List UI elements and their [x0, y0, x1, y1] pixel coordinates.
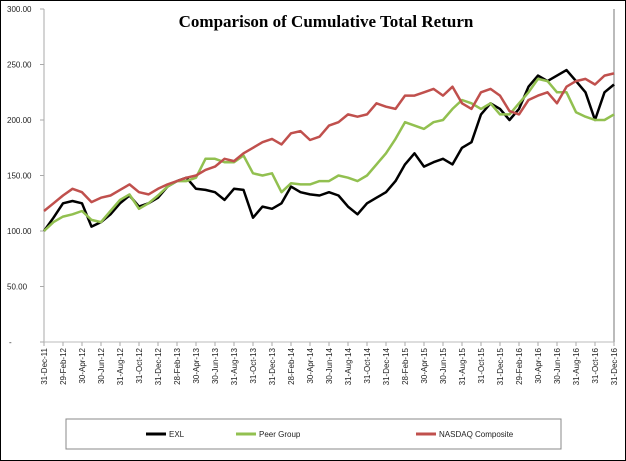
- y-tick-label: 300.00: [7, 5, 32, 14]
- x-tick-label: 30-Jun-14: [325, 347, 334, 384]
- y-tick-label: 100.00: [7, 227, 32, 236]
- x-tick-label: 31-Aug-12: [116, 347, 125, 385]
- x-tick-label: 30-Jun-15: [439, 347, 448, 384]
- legend-item: Peer Group: [236, 430, 301, 439]
- x-tick-label: 31-Oct-16: [591, 347, 600, 383]
- x-tick-label: 30-Jun-16: [553, 347, 562, 384]
- y-tick-label: -: [9, 338, 12, 347]
- x-tick-label: 28-Feb-13: [173, 347, 182, 384]
- x-tick-label: 31-Oct-12: [135, 347, 144, 383]
- y-tick-label: 250.00: [7, 61, 32, 70]
- legend-label: Peer Group: [259, 430, 301, 439]
- x-tick-label: 29-Feb-16: [515, 347, 524, 384]
- x-tick-label: 31-Dec-15: [496, 347, 505, 385]
- legend-item: NASDAQ Composite: [416, 430, 514, 439]
- x-tick-label: 30-Jun-12: [97, 347, 106, 384]
- x-tick-label: 31-Dec-16: [610, 347, 619, 385]
- legend-box: [65, 418, 562, 450]
- y-tick-label: 200.00: [7, 116, 32, 125]
- legend-item: EXL: [146, 430, 185, 439]
- x-tick-label: 31-Oct-14: [363, 347, 372, 383]
- legend-label: NASDAQ Composite: [439, 430, 514, 439]
- y-tick-label: 150.00: [7, 172, 32, 181]
- x-tick-label: 31-Aug-16: [572, 347, 581, 385]
- x-tick-label: 31-Dec-14: [382, 347, 391, 385]
- x-tick-label: 30-Apr-12: [78, 347, 87, 383]
- x-tick-label: 28-Feb-15: [401, 347, 410, 384]
- x-tick-label: 28-Feb-14: [287, 347, 296, 384]
- x-tick-label: 31-Oct-15: [477, 347, 486, 383]
- x-tick-label: 31-Dec-11: [40, 347, 49, 384]
- x-tick-label: 31-Aug-15: [458, 347, 467, 385]
- x-tick-label: 30-Apr-16: [534, 347, 543, 383]
- x-tick-label: 31-Dec-12: [154, 347, 163, 385]
- series-line-peer-group: [43, 77, 615, 232]
- series-line-nasdaq-composite: [43, 72, 615, 212]
- y-tick-label: 50.00: [7, 283, 28, 292]
- x-tick-label: 30-Apr-14: [306, 347, 315, 383]
- x-tick-label: 30-Apr-15: [420, 347, 429, 383]
- chart-title: Comparison of Cumulative Total Return: [179, 12, 474, 31]
- x-tick-label: 31-Aug-13: [230, 347, 239, 385]
- x-tick-label: 30-Apr-13: [192, 347, 201, 383]
- series-line-exl: [42, 68, 615, 232]
- x-tick-label: 31-Aug-14: [344, 347, 353, 385]
- x-tick-label: 29-Feb-12: [59, 347, 68, 384]
- legend-label: EXL: [169, 430, 185, 439]
- x-tick-label: 31-Oct-13: [249, 347, 258, 383]
- x-tick-label: 31-Dec-13: [268, 347, 277, 385]
- x-tick-label: 30-Jun-13: [211, 347, 220, 384]
